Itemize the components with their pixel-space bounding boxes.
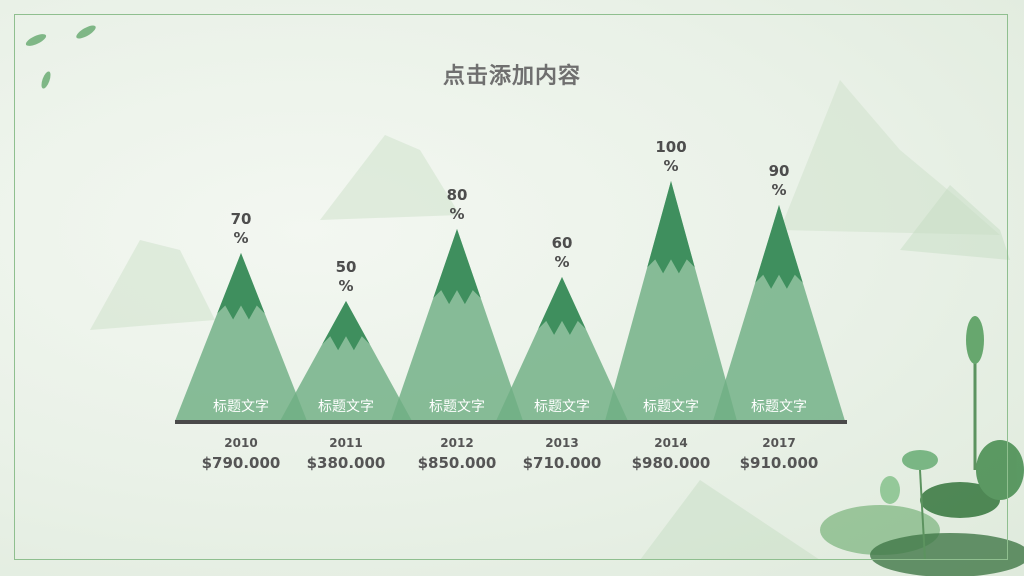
amount-label: $790.000 bbox=[202, 454, 281, 472]
mountain-peak bbox=[217, 253, 265, 320]
category-label: 标题文字 bbox=[318, 399, 374, 415]
value-label-unit: % bbox=[554, 253, 569, 271]
leaf-icon bbox=[41, 71, 51, 89]
amount-label: $710.000 bbox=[523, 454, 602, 472]
value-label: 70 bbox=[231, 210, 252, 228]
value-label-unit: % bbox=[449, 205, 464, 223]
mountain-body bbox=[496, 277, 628, 421]
lotus-decoration-icon bbox=[820, 316, 1024, 576]
year-label: 2010 bbox=[224, 436, 257, 450]
mountain-bar bbox=[391, 229, 523, 421]
leaf-icon bbox=[25, 34, 47, 46]
mountain-bar bbox=[713, 205, 845, 421]
value-label: 100 bbox=[655, 138, 686, 156]
mountain-bar bbox=[605, 181, 737, 421]
category-label: 标题文字 bbox=[534, 399, 590, 415]
category-label: 标题文字 bbox=[643, 399, 699, 415]
value-label: 60 bbox=[552, 234, 573, 252]
year-label: 2013 bbox=[545, 436, 578, 450]
mountain-peak bbox=[433, 229, 481, 305]
mountain-bar bbox=[280, 301, 412, 421]
value-label: 90 bbox=[769, 162, 790, 180]
mountain-peak bbox=[647, 181, 695, 274]
category-label: 标题文字 bbox=[751, 399, 807, 415]
category-label: 标题文字 bbox=[429, 399, 485, 415]
year-label: 2017 bbox=[762, 436, 795, 450]
chart-baseline bbox=[175, 420, 847, 424]
mountain-body bbox=[713, 205, 845, 421]
value-label: 80 bbox=[447, 186, 468, 204]
year-label: 2011 bbox=[329, 436, 362, 450]
slide-frame bbox=[14, 14, 1008, 560]
amount-label: $910.000 bbox=[740, 454, 819, 472]
mountain-body bbox=[391, 229, 523, 421]
amount-label: $850.000 bbox=[418, 454, 497, 472]
value-label: 50 bbox=[336, 258, 357, 276]
slide-title: 点击添加内容 bbox=[442, 64, 581, 89]
mountain-bar bbox=[496, 277, 628, 421]
mountain-body bbox=[175, 253, 307, 421]
value-label-unit: % bbox=[233, 229, 248, 247]
category-label: 标题文字 bbox=[213, 399, 269, 415]
mountain-peak bbox=[755, 205, 803, 289]
mountain-peak bbox=[322, 301, 370, 351]
value-label-unit: % bbox=[338, 277, 353, 295]
amount-label: $980.000 bbox=[632, 454, 711, 472]
mountain-peak bbox=[538, 277, 586, 335]
mountain-bar bbox=[175, 253, 307, 421]
value-label-unit: % bbox=[771, 181, 786, 199]
year-label: 2012 bbox=[440, 436, 473, 450]
leaf-icon bbox=[76, 25, 96, 39]
mountain-body bbox=[605, 181, 737, 421]
mountain-body bbox=[280, 301, 412, 421]
amount-label: $380.000 bbox=[307, 454, 386, 472]
year-label: 2014 bbox=[654, 436, 687, 450]
value-label-unit: % bbox=[663, 157, 678, 175]
